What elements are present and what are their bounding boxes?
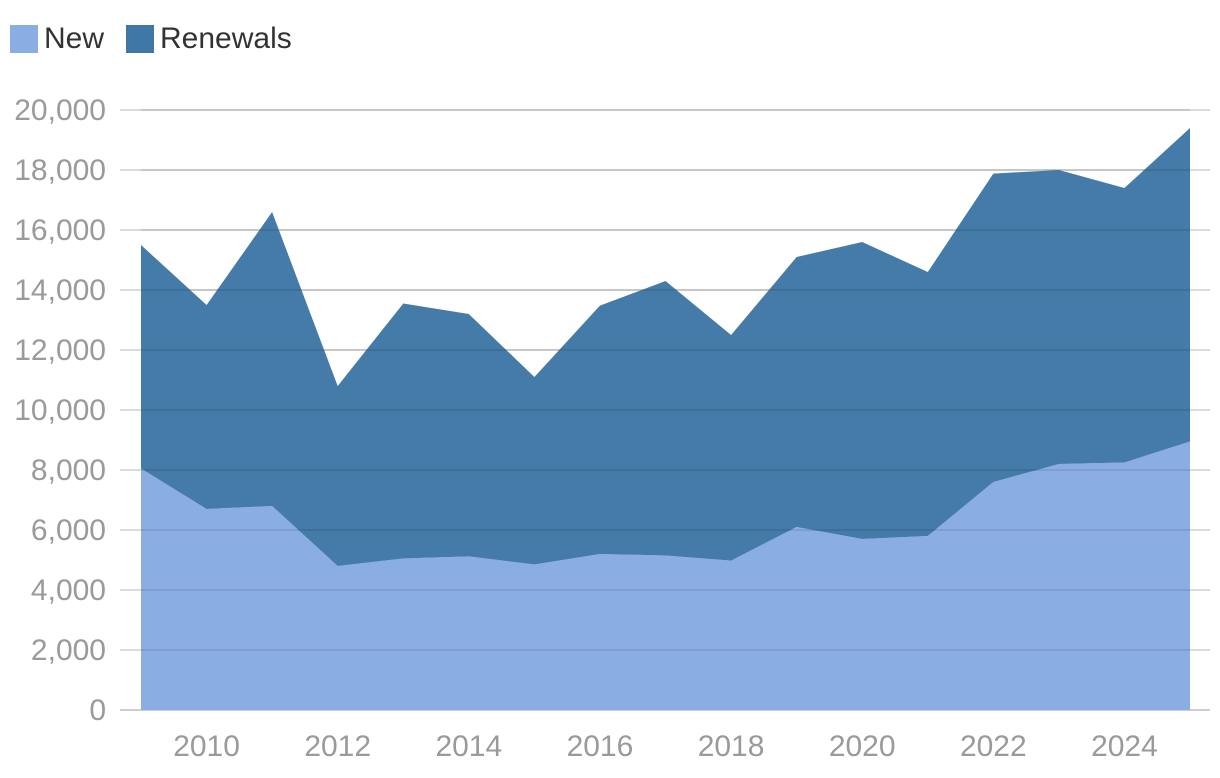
x-tick-label: 2016 [567, 730, 634, 763]
x-tick-label: 2020 [829, 730, 896, 763]
x-axis-labels: 2010 2012 2014 2016 2018 2020 2022 2024 [173, 730, 1158, 763]
y-tick-label: 8,000 [31, 454, 106, 487]
y-tick-label: 14,000 [14, 274, 106, 307]
x-tick-label: 2010 [173, 730, 240, 763]
legend-swatch-renewals [126, 25, 155, 53]
legend-item-renewals: Renewals [126, 24, 292, 54]
chart-legend: New Renewals [10, 24, 292, 54]
y-axis-labels: 0 2,000 4,000 6,000 8,000 10,000 12,000 14,000 1… [14, 94, 106, 727]
x-tick-label: 2018 [698, 730, 765, 763]
y-tick-label: 2,000 [31, 634, 106, 667]
area-renewals [141, 128, 1190, 566]
y-tick-label: 18,000 [14, 154, 106, 187]
y-tick-label: 12,000 [14, 334, 106, 367]
legend-swatch-new [10, 25, 38, 53]
y-tick-label: 10,000 [14, 394, 106, 427]
y-tick-label: 4,000 [31, 574, 106, 607]
y-tick-label: 16,000 [14, 214, 106, 247]
y-tick-label: 0 [89, 694, 106, 727]
legend-label-renewals: Renewals [160, 22, 292, 55]
legend-label-new: New [44, 22, 105, 55]
x-tick-label: 2024 [1091, 730, 1158, 763]
y-tick-label: 20,000 [14, 94, 106, 127]
x-tick-label: 2012 [304, 730, 371, 763]
x-tick-label: 2014 [435, 730, 502, 763]
y-tick-label: 6,000 [31, 514, 106, 547]
x-tick-label: 2022 [960, 730, 1027, 763]
area-new [141, 441, 1190, 710]
legend-item-new: New [10, 24, 104, 54]
areas [141, 109, 1190, 710]
